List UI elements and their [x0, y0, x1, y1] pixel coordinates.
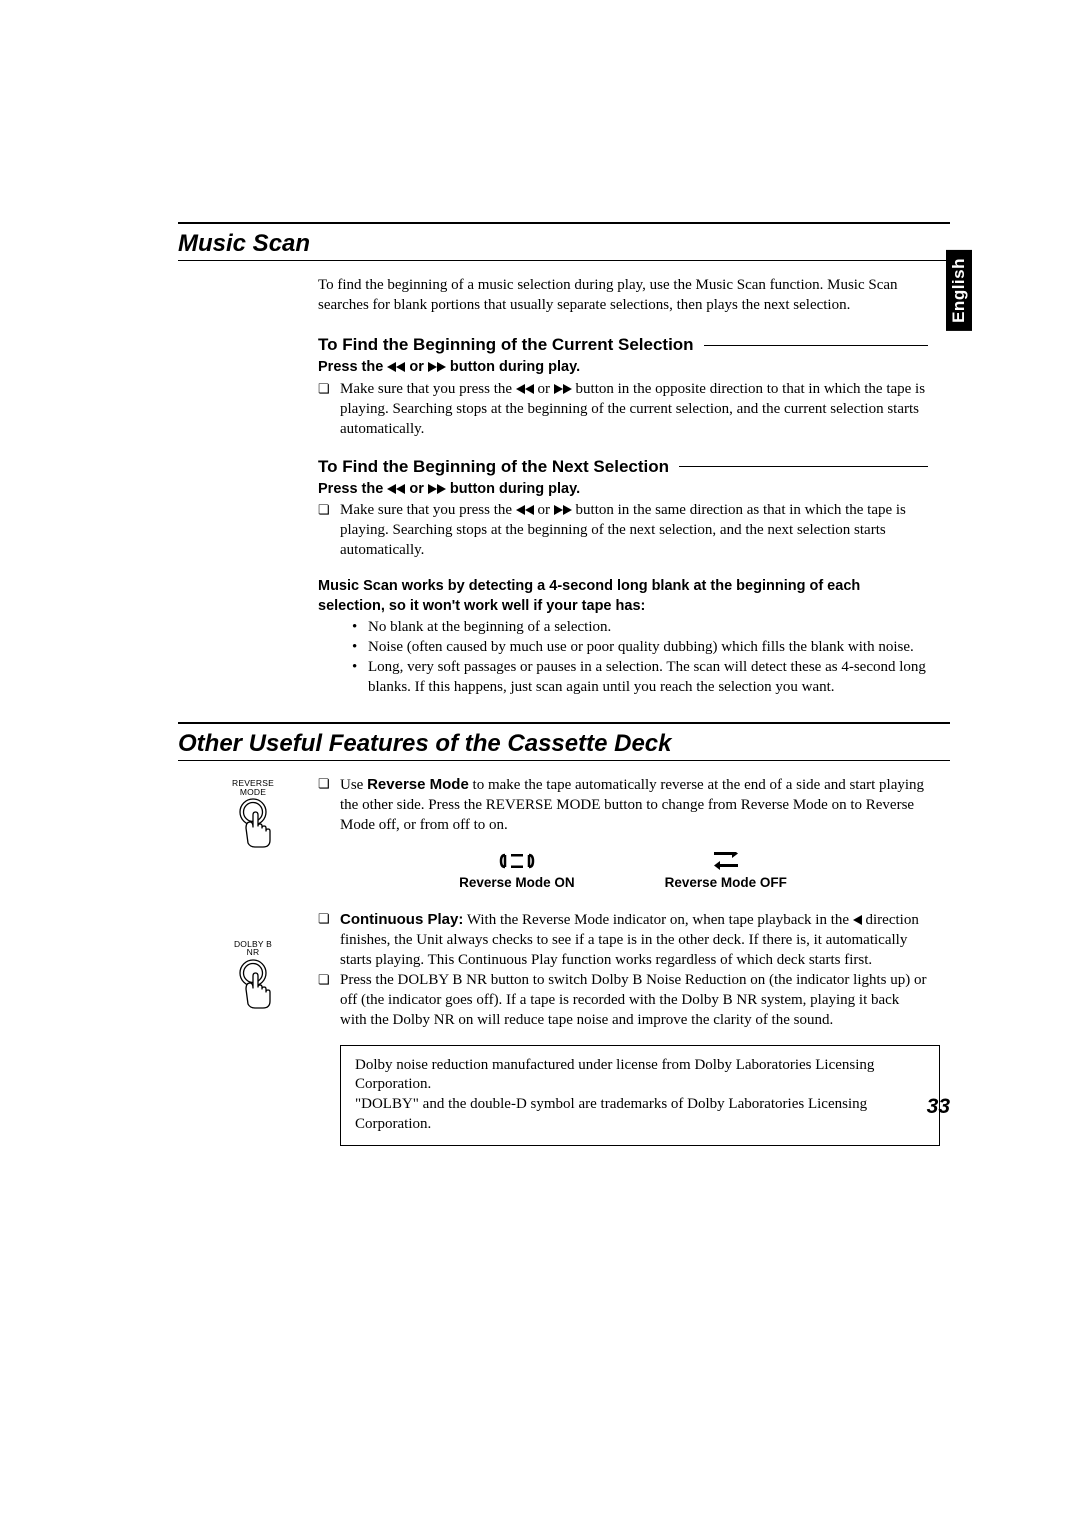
mode-on-icon: [499, 852, 535, 870]
list-item: Make sure that you press the or button i…: [340, 380, 928, 440]
reverse-mode-button-illustration: REVERSE MODE: [218, 779, 288, 850]
text-bold: Reverse Mode: [367, 776, 469, 793]
fast-forward-icon: [554, 505, 572, 515]
press-instruction: Press the or button during play.: [318, 358, 928, 377]
finger-press-icon: [228, 959, 278, 1011]
list-item: Long, very soft passages or pauses in a …: [368, 658, 928, 698]
text-bold: Continuous Play:: [340, 911, 463, 928]
reverse-mode-on-indicator: Reverse Mode ON: [459, 852, 575, 892]
text: Press the: [318, 481, 387, 497]
subhead-next-selection: To Find the Beginning of the Next Select…: [318, 456, 928, 479]
caption: Reverse Mode ON: [459, 874, 575, 892]
rule: [679, 466, 928, 467]
rewind-icon: [387, 362, 405, 372]
section-title-music-scan: Music Scan: [178, 230, 950, 258]
text: or: [534, 381, 554, 397]
list-item: Continuous Play: With the Reverse Mode i…: [340, 910, 928, 971]
rule: [178, 260, 950, 261]
fast-forward-icon: [554, 384, 572, 394]
list-item: No blank at the beginning of a selection…: [368, 618, 928, 638]
language-tab: English: [946, 250, 972, 331]
list-item: Press the DOLBY B NR button to switch Do…: [340, 971, 928, 1031]
fast-forward-icon: [428, 362, 446, 372]
section-title-other-features: Other Useful Features of the Cassette De…: [178, 730, 950, 758]
license-box: Dolby noise reduction manufactured under…: [340, 1045, 940, 1147]
license-text: Dolby noise reduction manufactured under…: [355, 1056, 925, 1096]
text: button during play.: [446, 359, 580, 375]
finger-press-icon: [228, 798, 278, 850]
text: button during play.: [446, 481, 580, 497]
left-triangle-icon: [853, 915, 862, 925]
page-number: 33: [927, 1095, 950, 1119]
list-item: Noise (often caused by much use or poor …: [368, 638, 928, 658]
text: Make sure that you press the: [340, 502, 516, 518]
rewind-icon: [387, 484, 405, 494]
rule: [178, 760, 950, 761]
note-heading: Music Scan works by detecting a 4-second…: [318, 577, 928, 616]
text: Make sure that you press the: [340, 381, 516, 397]
text: Press the: [318, 359, 387, 375]
dolby-button-illustration: DOLBY B NR: [218, 940, 288, 1011]
rule: [178, 222, 950, 224]
button-label: REVERSE MODE: [218, 779, 288, 796]
rewind-icon: [516, 384, 534, 394]
button-label: DOLBY B NR: [218, 940, 288, 957]
rewind-icon: [516, 505, 534, 515]
license-text: "DOLBY" and the double-D symbol are trad…: [355, 1095, 925, 1135]
rule: [178, 722, 950, 724]
subhead-current-selection: To Find the Beginning of the Current Sel…: [318, 334, 928, 357]
caption: Reverse Mode OFF: [665, 874, 787, 892]
rule: [704, 345, 928, 346]
press-instruction: Press the or button during play.: [318, 480, 928, 499]
mode-off-icon: [714, 852, 738, 870]
subhead-text: To Find the Beginning of the Current Sel…: [318, 334, 694, 357]
text: or: [534, 502, 554, 518]
list-item: Make sure that you press the or button i…: [340, 501, 928, 561]
subhead-text: To Find the Beginning of the Next Select…: [318, 456, 669, 479]
reverse-mode-off-indicator: Reverse Mode OFF: [665, 852, 787, 892]
text: With the Reverse Mode indicator on, when…: [463, 912, 852, 928]
text: or: [405, 481, 428, 497]
fast-forward-icon: [428, 484, 446, 494]
list-item: Use Reverse Mode to make the tape automa…: [340, 775, 928, 836]
text: or: [405, 359, 428, 375]
text: Use: [340, 777, 367, 793]
intro-text: To find the beginning of a music selecti…: [318, 276, 928, 316]
